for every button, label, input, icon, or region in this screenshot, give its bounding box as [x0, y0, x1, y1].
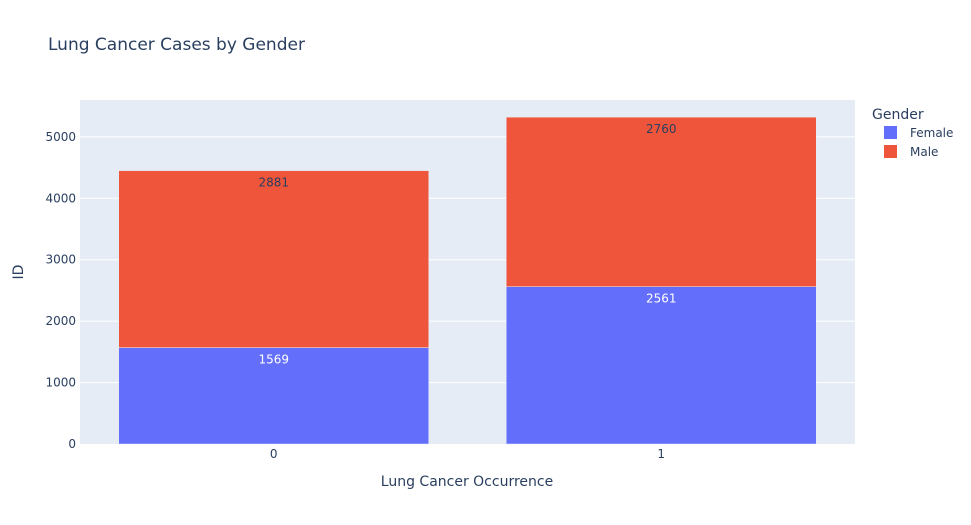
y-axis-title: ID	[11, 265, 27, 280]
chart-title: Lung Cancer Cases by Gender	[48, 35, 305, 55]
data-label: 2561	[646, 292, 677, 306]
legend: Gender Female Male	[872, 107, 953, 159]
y-tick-label: 4000	[45, 191, 76, 205]
bar-female-1	[506, 286, 817, 445]
y-tick-label: 0	[68, 437, 76, 451]
y-tick-label: 3000	[45, 253, 76, 267]
legend-swatch	[884, 145, 897, 158]
bar-male-0	[118, 170, 429, 348]
x-axis-title: Lung Cancer Occurrence	[381, 474, 553, 490]
data-label: 2881	[258, 176, 289, 190]
legend-item-female: Female	[910, 126, 953, 140]
bar-labels: 1569 2881 2561 2760	[258, 122, 676, 366]
y-tick-label: 5000	[45, 130, 76, 144]
legend-title: Gender	[872, 107, 924, 123]
y-axis-ticks: 0 1000 2000 3000 4000 5000	[45, 130, 76, 451]
x-tick-label: 1	[657, 447, 665, 461]
legend-item-male: Male	[910, 145, 938, 159]
x-tick-label: 0	[270, 447, 278, 461]
y-tick-label: 1000	[45, 376, 76, 390]
data-label: 2760	[646, 122, 677, 136]
bars	[118, 116, 817, 445]
y-tick-label: 2000	[45, 314, 76, 328]
data-label: 1569	[258, 353, 289, 367]
bar-female-0	[118, 347, 429, 445]
legend-swatch	[884, 126, 897, 139]
bar-male-1	[506, 116, 817, 287]
